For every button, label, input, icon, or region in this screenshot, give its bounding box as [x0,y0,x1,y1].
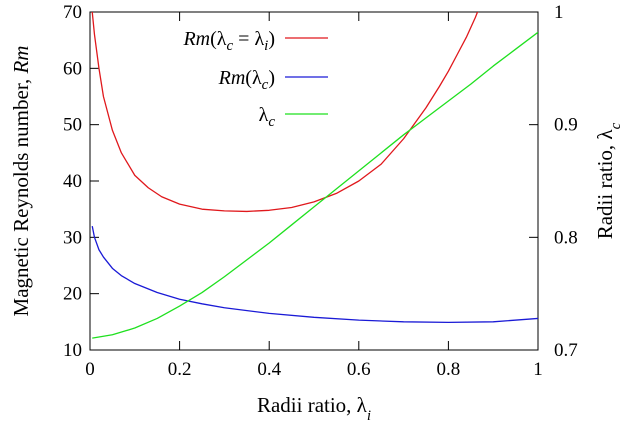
y-tick-label: 40 [63,171,82,192]
x-tick-label: 1 [533,359,543,380]
y2-tick-label: 0.7 [554,340,578,361]
x-tick-label: 0.6 [347,359,371,380]
y2-tick-label: 0.9 [554,115,578,136]
y-tick-label: 30 [63,227,82,248]
y2-tick-label: 1 [554,2,564,23]
y-tick-label: 20 [63,284,82,305]
legend-label: Rm(λc = λi) [182,28,275,54]
y-axis-title: Magnetic Reynolds number, Rm [9,46,33,317]
y2-axis-title: Radii ratio, λc [593,122,623,239]
y-tick-label: 70 [63,2,82,23]
series-line-1 [91,12,479,213]
x-tick-label: 0.2 [168,359,192,380]
y2-axis-title-sub: c [608,122,623,129]
x-axis-title: Radii ratio, λi [257,393,371,421]
plot-frame [89,11,539,351]
x-tick-label: 0 [85,359,95,380]
x-tick-label: 0.8 [437,359,461,380]
y-tick-label: 10 [63,340,82,361]
y-tick-label: 60 [63,58,82,79]
legend: Rm(λc = λi) Rm(λc) λc [182,28,328,130]
series-line-2 [91,225,538,324]
x-tick-label: 0.4 [257,359,281,380]
legend-label: Rm(λc) [218,67,275,93]
y2-tick-label: 0.8 [554,227,578,248]
series-layer [91,12,538,339]
legend-label: λc [259,104,276,130]
x-axis-title-sub: i [367,408,371,421]
y-tick-label: 50 [63,115,82,136]
series-line-3 [92,31,538,339]
ticks-layer: 0 0.2 0.4 0.6 0.8 1 10 20 30 40 50 60 70 0.7 0.8 0.9 1 [63,2,578,380]
y-axis-title-italic: Rm [9,46,33,75]
